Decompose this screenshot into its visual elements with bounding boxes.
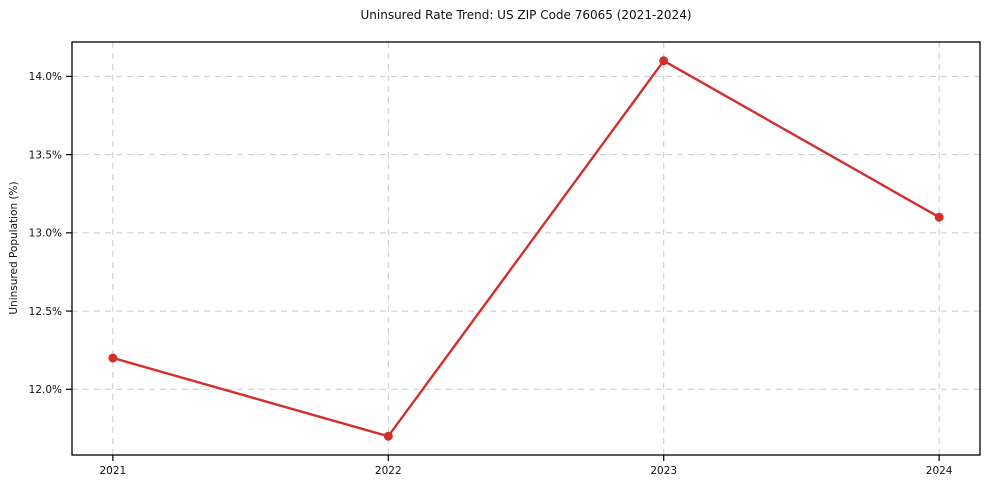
y-tick-label: 14.0% — [29, 71, 62, 83]
plot-border — [71, 41, 981, 456]
data-point-marker — [659, 56, 669, 66]
y-tick-label: 13.5% — [29, 149, 62, 161]
data-point-marker — [383, 431, 393, 441]
y-tick-label: 13.0% — [29, 228, 62, 240]
data-point-marker — [934, 212, 944, 222]
x-tick-label: 2023 — [650, 465, 677, 477]
y-tick-label: 12.0% — [29, 384, 62, 396]
x-tick-label: 2021 — [99, 465, 126, 477]
x-tick-label: 2022 — [375, 465, 402, 477]
data-point-marker — [108, 353, 118, 363]
trend-line — [111, 59, 941, 438]
y-tick-label: 12.5% — [29, 306, 62, 318]
x-tick-label: 2024 — [926, 465, 953, 477]
chart-title: Uninsured Rate Trend: US ZIP Code 76065 … — [360, 8, 692, 22]
